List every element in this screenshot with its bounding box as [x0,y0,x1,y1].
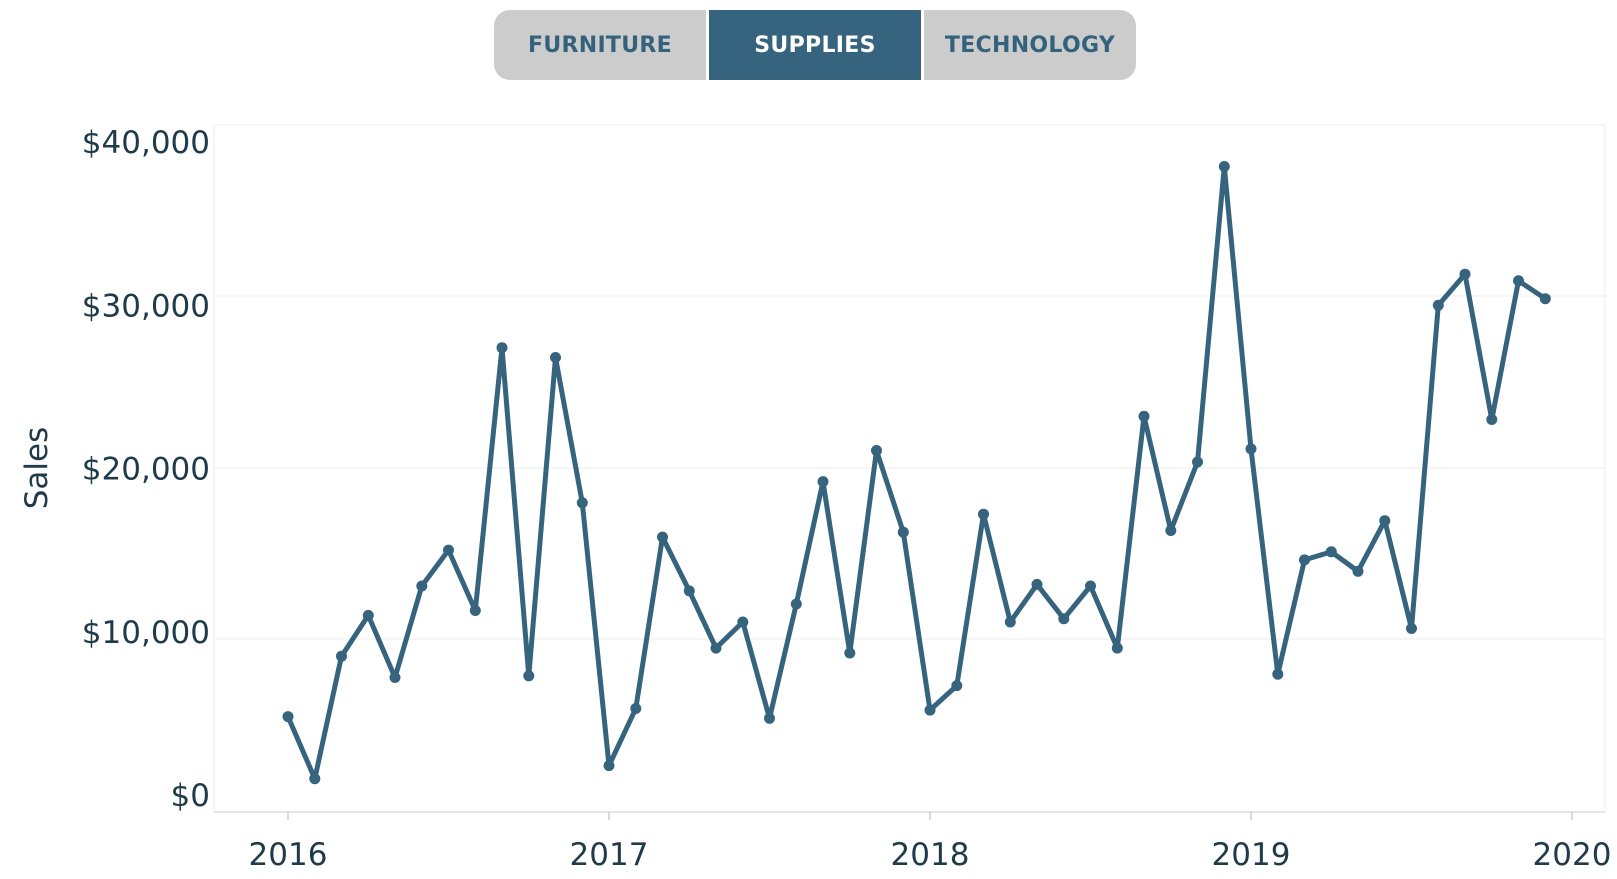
data-point [1245,443,1257,455]
y-axis-title: Sales [19,427,55,510]
data-point [817,476,829,488]
x-tick-label: 2017 [570,837,649,873]
data-point [764,712,775,724]
x-tick-label: 2019 [1212,837,1291,873]
category-filter: FURNITURE SUPPLIES TECHNOLOGY [494,10,1136,80]
series-line [285,164,1548,782]
data-point [1486,414,1498,425]
data-point [576,497,588,509]
y-tick-label: $10,000 [82,615,210,651]
data-point [1111,642,1123,654]
data-point [1539,293,1551,305]
data-point [523,670,535,682]
data-point [1138,410,1150,422]
data-point [657,531,668,543]
tab-furniture[interactable]: FURNITURE [494,10,706,80]
data-point [897,526,909,538]
data-point [389,672,401,683]
data-point [710,642,722,654]
data-point [336,650,347,662]
data-point [1299,554,1310,566]
data-point [309,773,321,785]
data-point [1192,456,1203,468]
data-point [416,580,428,592]
data-point [1272,668,1284,680]
data-point [496,342,508,354]
data-point [1058,613,1070,625]
chart-grid [213,124,1606,812]
data-point [469,605,481,616]
data-points [282,161,1551,785]
data-point [603,760,615,772]
data-point [1031,578,1043,590]
data-point [737,616,749,628]
data-point [282,711,294,723]
x-tick-label: 2016 [249,837,328,873]
data-point [924,704,936,716]
data-point [630,703,642,714]
data-point [1085,580,1096,592]
data-point [1165,525,1177,536]
data-point [362,609,374,621]
data-point [1325,546,1337,558]
data-point [844,647,856,659]
x-tick-label: 2018 [891,837,970,873]
tab-supplies[interactable]: SUPPLIES [709,10,921,80]
y-axis-labels: $0 $10,000 $20,000 $30,000 $40,000 [82,125,210,814]
data-point [1459,268,1471,280]
data-point [978,508,989,520]
y-tick-label: $0 [171,778,210,814]
data-point [443,544,454,556]
data-point [1218,161,1230,172]
data-point [1004,616,1016,628]
data-point [951,680,963,692]
data-point [550,352,561,363]
data-point [1379,515,1391,527]
y-tick-label: $20,000 [82,452,210,488]
data-point [1406,623,1417,634]
data-point [871,445,882,456]
tab-technology[interactable]: TECHNOLOGY [924,10,1136,80]
data-point [1352,565,1364,577]
data-point [1513,275,1524,287]
x-axis-ticks: 2016 2017 2018 2019 2020 [249,812,1612,873]
data-point [790,598,802,610]
y-tick-label: $40,000 [82,125,210,161]
y-tick-label: $30,000 [82,288,210,324]
x-tick-label: 2020 [1533,837,1612,873]
data-point [1432,299,1444,311]
data-point [683,585,695,597]
